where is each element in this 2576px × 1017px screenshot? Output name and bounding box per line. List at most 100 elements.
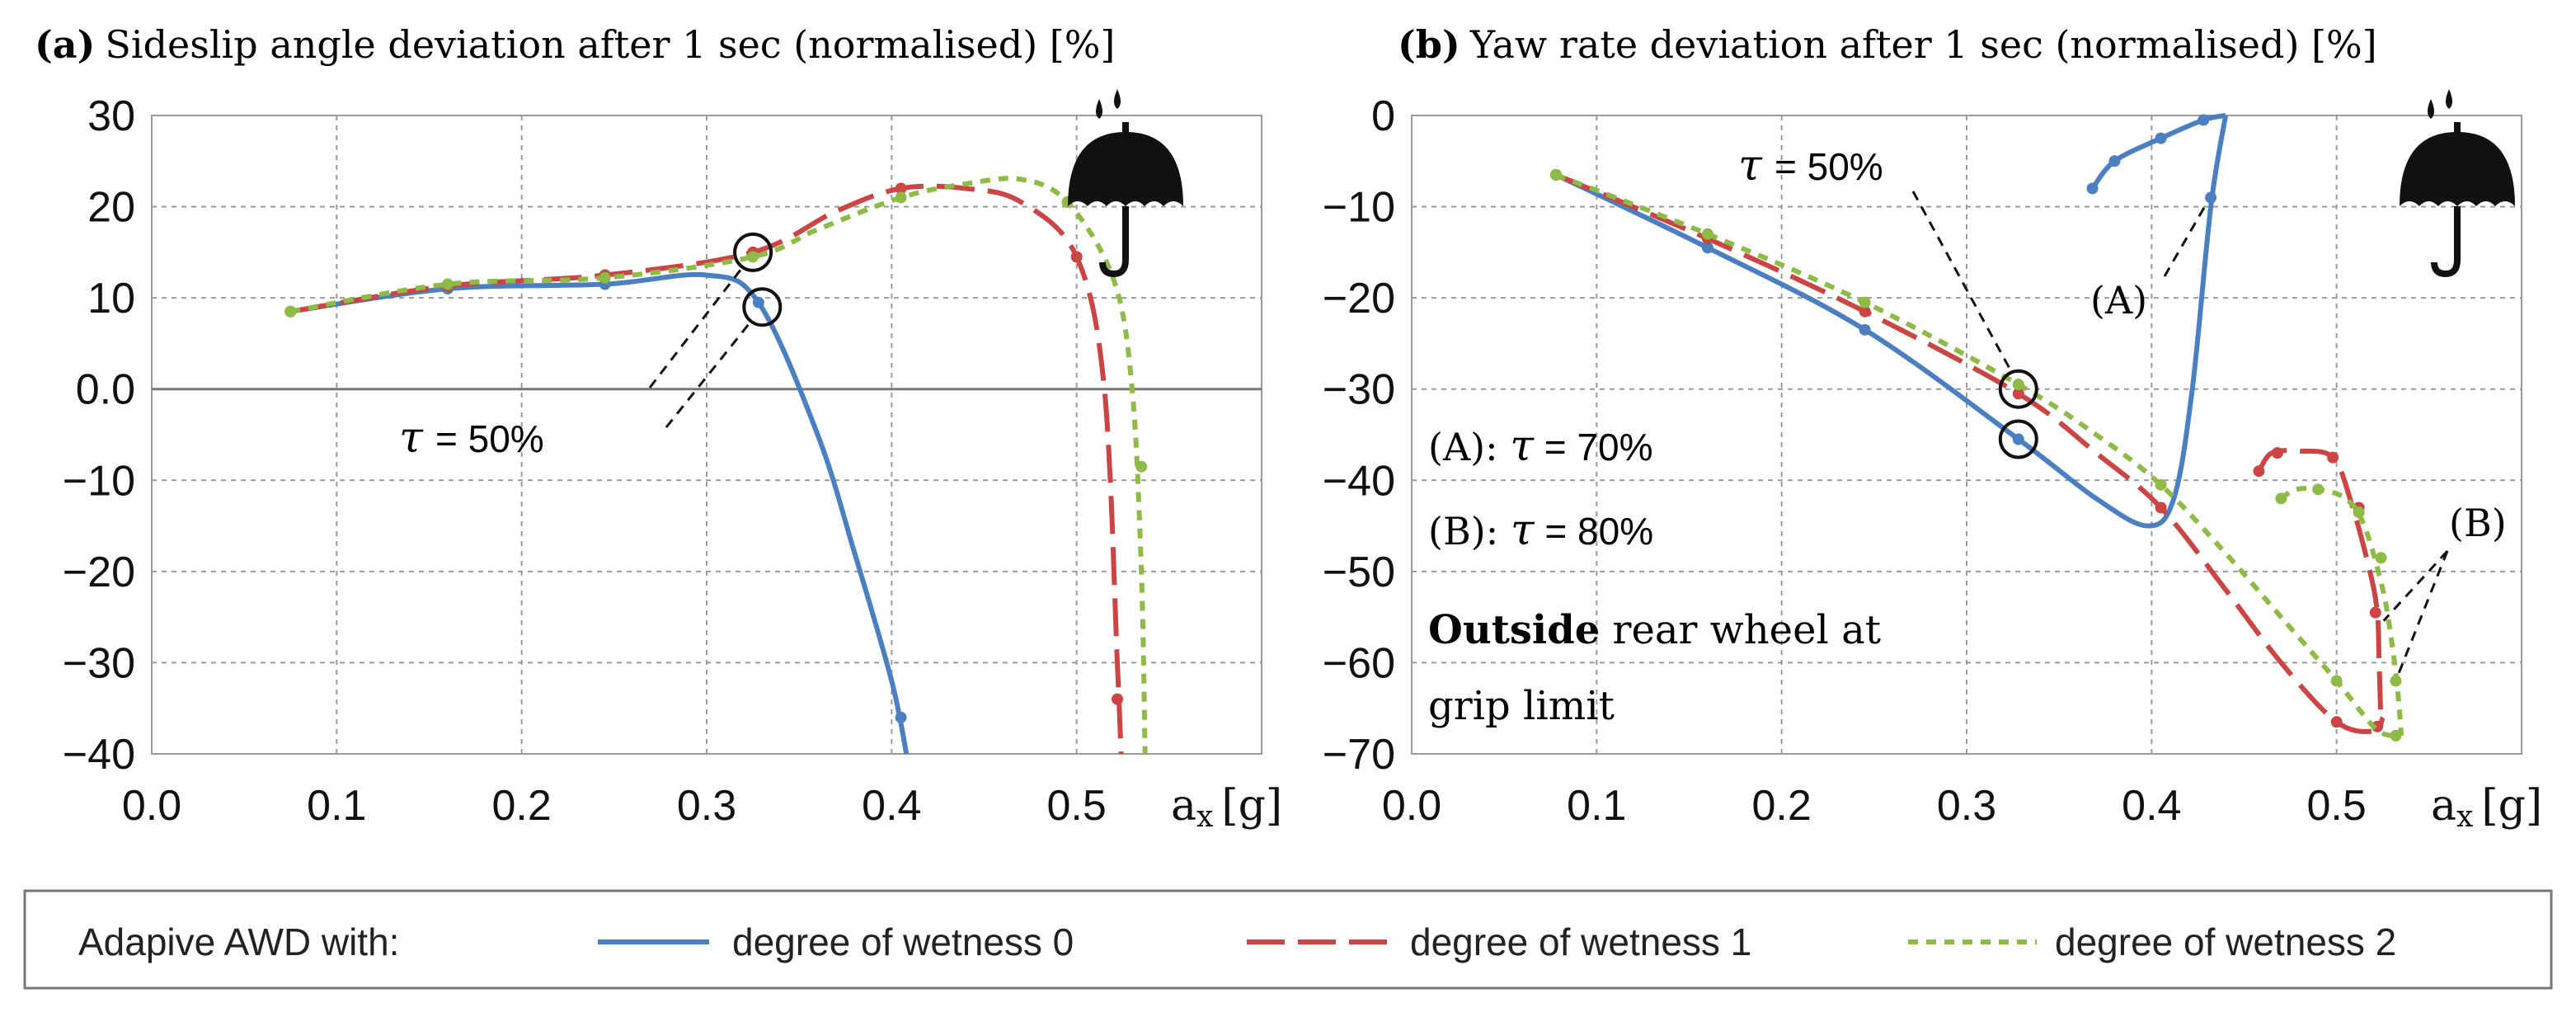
series-marker-b-4-3 [2012,379,2024,391]
series-marker-b-1-1 [2108,155,2121,167]
series-marker-b-1-3 [2198,114,2210,126]
series-line-b-5 [2279,485,2404,737]
xtick-label-b-5: 0.5 [2307,782,2367,830]
ytick-label-a-3: 0.0 [76,366,135,414]
legend-label-wetness-0: degree of wetness 0 [732,920,1074,963]
series-marker-b-5-4 [2390,675,2402,687]
series-marker-b-0-1 [1701,242,1713,254]
leader-b-1 [2382,549,2449,622]
panel-b-axes: 0 −10 −20 −30 −40 −50 −60 −700.0 0.1 0.2 0.3 0.4 0.5… [1323,92,2542,834]
series-marker-a-2-0 [284,305,297,318]
panel-b-annotations: τ = 50% (A) (B) (A): τ = 70% (B): τ = 80… [1428,141,2507,729]
xtick-label-b-4: 0.4 [2122,782,2181,830]
leader-lines-b [1911,191,2449,679]
xtick-label-a-1: 0.1 [307,782,366,830]
tau-circle-a-0 [733,232,773,272]
series-marker-b-2-5 [2330,716,2343,728]
legend-box [23,889,2553,990]
legend: Adapive AWD with: degree of wetness 0 de… [23,889,2553,990]
series-line-b-0 [1554,115,2229,529]
series-marker-a-0-4 [895,711,907,723]
xtick-label-a-3: 0.3 [677,782,736,830]
series-marker-b-3-0 [2253,465,2265,478]
series-marker-a-1-6 [1112,693,1124,705]
tau-label-a: = 50% [435,417,544,460]
series-marker-b-1-0 [2086,182,2099,195]
legend-label-wetness-2: degree of wetness 2 [2055,920,2396,963]
ytick-label-a-4: −10 [63,457,135,505]
series-line-b-4 [1554,172,2403,738]
legend-title: Adapive AWD with: [78,920,399,963]
panel-b-grid [1411,115,2522,755]
label-a: (A) [2090,278,2147,323]
ytick-label-a-1: 20 [87,184,135,232]
panel-b-series [1549,113,2404,742]
leader-b-2 [2395,550,2449,679]
ytick-label-b-0: 0 [1371,92,1395,140]
panel-b-letter: (b) [1398,22,1460,67]
ytick-label-b-7: −70 [1323,731,1395,779]
panel-b: (b) Yaw rate deviation after 1 sec (norma… [1323,22,2542,834]
umbrella-icon [2400,89,2515,278]
series-marker-b-3-4 [2369,606,2381,619]
series-marker-b-3-2 [2327,451,2339,464]
series-marker-b-2-2 [1859,305,1871,318]
tau-circle-b-1 [1998,419,2038,459]
xlabel-b: ax [g] [2431,781,2542,834]
xlabel-a: ax [g] [1171,781,1282,834]
tau-symbol-b: τ [1738,141,1763,191]
panel-a-grid [151,115,1262,755]
series-marker-a-2-2 [599,271,611,284]
xtick-label-a-0: 0.0 [122,782,181,830]
ytick-label-a-5: −20 [63,549,135,596]
tau-label-b: = 50% [1775,145,1883,188]
series-marker-a-2-6 [1135,460,1148,473]
ytick-label-a-7: −40 [63,731,135,779]
xtick-label-a-5: 0.5 [1047,782,1107,830]
tau-leader-lines-a [648,267,752,428]
note-b: (B): τ = 80% [1428,506,1653,555]
series-line-a-2 [289,176,1148,755]
series-marker-b-0-2 [1859,323,1871,336]
xtick-label-a-2: 0.2 [492,782,552,830]
tau-circle-a-1 [742,287,783,327]
ytick-label-b-2: −20 [1323,275,1395,323]
series-marker-b-5-3 [2375,552,2387,564]
series-marker-b-3-1 [2271,447,2283,459]
series-marker-a-0-3 [752,296,764,308]
series-marker-a-1-5 [1070,251,1083,263]
series-marker-b-4-0 [1549,168,1562,181]
series-marker-a-2-3 [747,251,759,263]
xtick-label-b-2: 0.2 [1752,782,1812,830]
panel-b-title: (b) Yaw rate deviation after 1 sec (norma… [1398,22,2377,67]
series-marker-b-4-2 [1859,296,1871,308]
series-marker-b-5-1 [2312,483,2325,496]
series-marker-b-5-0 [2275,492,2287,505]
series-marker-a-1-4 [895,182,907,195]
leader-a-b [2163,206,2206,277]
tau-leader-a-1 [648,267,743,388]
series-marker-b-4-4 [2155,478,2167,491]
note-a: (A): τ = 70% [1428,421,1653,471]
series-line-b-2 [1554,172,2386,734]
ytick-label-a-6: −30 [63,639,135,687]
panel-a-title: (a) Sideslip angle deviation after 1 sec … [35,22,1115,67]
series-marker-a-2-4 [895,191,907,204]
series-marker-b-4-5 [2330,675,2343,687]
note-grip: grip limit [1428,683,1615,729]
ytick-label-b-3: −30 [1323,366,1395,414]
series-marker-b-4-1 [1701,228,1713,240]
ytick-label-b-5: −50 [1323,549,1395,596]
panel-a: (a) Sideslip angle deviation after 1 sec … [35,22,1282,834]
ytick-label-b-4: −40 [1323,457,1395,505]
series-marker-b-2-3 [2012,388,2024,400]
umbrella-icon [1068,89,1183,278]
series-marker-b-2-4 [2155,501,2167,514]
series-marker-a-2-1 [441,278,454,290]
series-marker-b-5-2 [2353,506,2365,518]
series-marker-b-1-2 [2155,132,2167,144]
note-outside: Outside rear wheel at [1428,607,1881,653]
series-line-a-1 [289,183,1124,755]
